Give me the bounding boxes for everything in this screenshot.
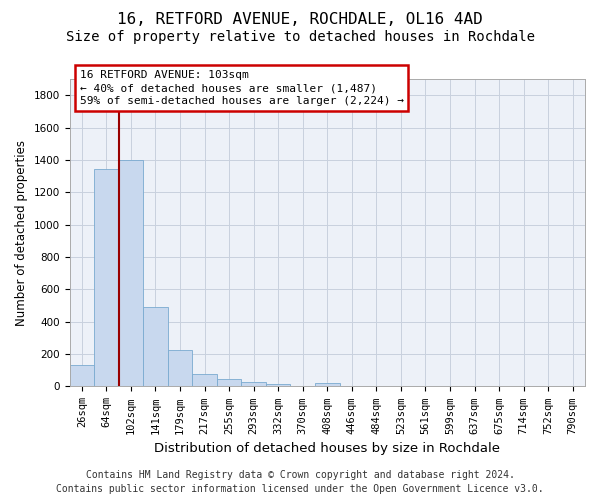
Bar	[217, 379, 241, 386]
Bar	[315, 383, 340, 386]
Bar	[266, 384, 290, 386]
Bar	[241, 382, 266, 386]
Bar	[168, 350, 192, 387]
Bar	[192, 374, 217, 386]
Text: Contains HM Land Registry data © Crown copyright and database right 2024.
Contai: Contains HM Land Registry data © Crown c…	[56, 470, 544, 494]
Text: Size of property relative to detached houses in Rochdale: Size of property relative to detached ho…	[65, 30, 535, 44]
Bar	[119, 160, 143, 386]
Text: 16, RETFORD AVENUE, ROCHDALE, OL16 4AD: 16, RETFORD AVENUE, ROCHDALE, OL16 4AD	[117, 12, 483, 28]
Y-axis label: Number of detached properties: Number of detached properties	[15, 140, 28, 326]
X-axis label: Distribution of detached houses by size in Rochdale: Distribution of detached houses by size …	[154, 442, 500, 455]
Bar	[70, 364, 94, 386]
Bar	[94, 169, 119, 386]
Bar	[143, 307, 168, 386]
Text: 16 RETFORD AVENUE: 103sqm
← 40% of detached houses are smaller (1,487)
59% of se: 16 RETFORD AVENUE: 103sqm ← 40% of detac…	[80, 70, 404, 106]
